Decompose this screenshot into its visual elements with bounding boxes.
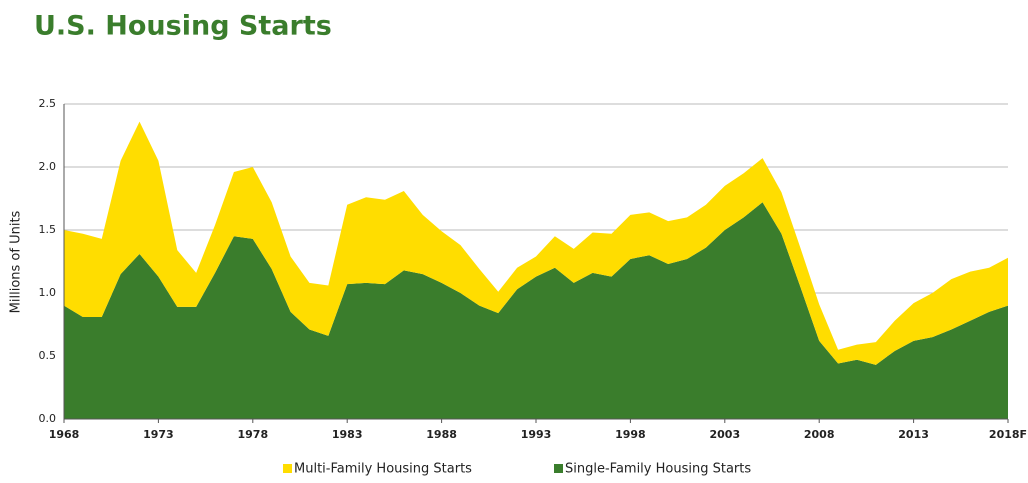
y-tick-label: 2.5 <box>39 97 57 110</box>
x-tick-label: 1968 <box>49 428 80 441</box>
y-tick-label: 0.0 <box>39 412 57 425</box>
y-tick-label: 1.5 <box>39 223 57 236</box>
area <box>64 121 1008 365</box>
x-tick-label: 1998 <box>615 428 646 441</box>
y-tick-label: 2.0 <box>39 160 57 173</box>
x-tick-label: 1973 <box>143 428 174 441</box>
x-tick-label: 1978 <box>237 428 268 441</box>
x-tick-label: 2003 <box>709 428 740 441</box>
chart-title: U.S. Housing Starts <box>34 11 332 42</box>
y-tick-label: 0.5 <box>39 349 57 362</box>
x-tick-label: 1993 <box>521 428 552 441</box>
area <box>64 202 1008 419</box>
x-tick-label: 2018F <box>989 428 1027 441</box>
x-tick-label: 2008 <box>804 428 835 441</box>
x-tick-label: 1988 <box>426 428 457 441</box>
legend-swatch <box>554 464 563 473</box>
y-tick-label: 1.0 <box>39 286 57 299</box>
legend-label: Multi-Family Housing Starts <box>294 462 472 477</box>
x-tick-label: 2013 <box>898 428 929 441</box>
legend-swatch <box>283 464 292 473</box>
x-tick-label: 1983 <box>332 428 363 441</box>
legend-label: Single-Family Housing Starts <box>565 462 751 477</box>
y-axis-label: Millions of Units <box>9 210 24 313</box>
